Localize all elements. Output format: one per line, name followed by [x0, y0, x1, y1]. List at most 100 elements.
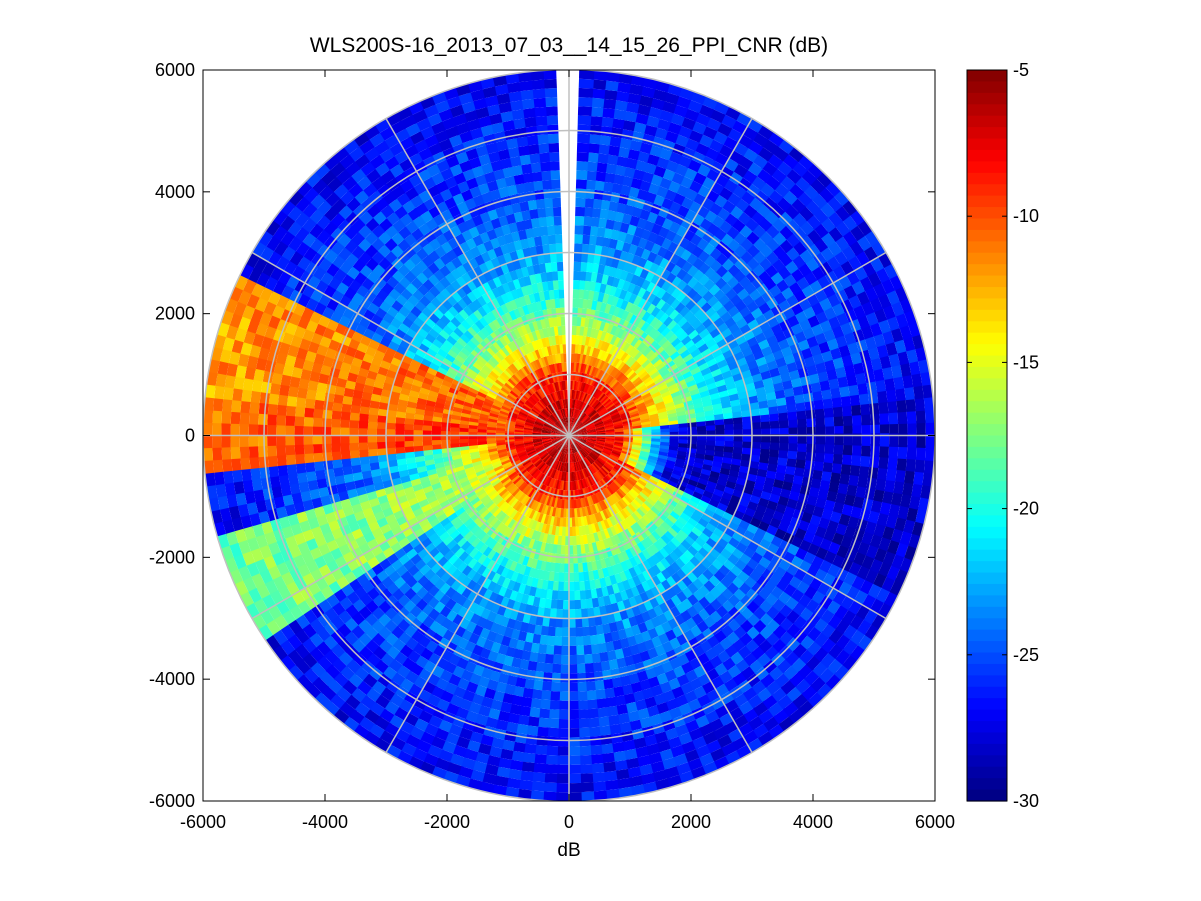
ppi-cell	[520, 315, 529, 326]
ppi-cell	[544, 385, 551, 395]
ppi-cell	[434, 508, 446, 519]
ppi-cell	[562, 418, 566, 427]
ppi-cell	[596, 329, 603, 340]
ppi-cell	[668, 308, 680, 320]
ppi-cell	[480, 533, 491, 545]
ppi-cell	[555, 441, 563, 449]
ppi-cell	[578, 391, 584, 401]
ppi-cell	[595, 358, 603, 369]
ppi-cell	[697, 361, 709, 372]
ppi-cell	[495, 295, 505, 307]
ppi-cell	[592, 377, 600, 387]
ppi-cell	[550, 433, 560, 435]
ppi-cell	[583, 446, 592, 453]
ppi-cell	[583, 478, 589, 488]
ppi-cell	[622, 421, 633, 426]
ppi-cell	[573, 563, 580, 573]
ppi-cell	[524, 443, 534, 447]
ppi-cell	[431, 357, 443, 368]
ppi-cell	[520, 483, 529, 492]
ppi-cell	[590, 464, 598, 473]
ppi-cell	[480, 327, 491, 338]
ppi-cell	[422, 435, 432, 442]
ppi-cell	[559, 409, 564, 419]
ppi-cell	[514, 438, 524, 442]
ppi-cell	[491, 562, 502, 574]
ppi-cell	[666, 346, 678, 357]
ppi-cell	[577, 427, 586, 432]
ppi-cell	[708, 362, 720, 373]
ppi-cell	[606, 517, 614, 528]
ppi-cell	[713, 352, 726, 364]
ppi-cell	[508, 310, 517, 321]
ppi-cell	[616, 522, 625, 533]
ppi-cell	[613, 370, 622, 380]
ppi-cell	[579, 412, 586, 421]
ppi-cell	[589, 475, 596, 485]
ppi-cell	[687, 383, 698, 392]
ppi-cell	[619, 570, 629, 582]
ppi-cell	[547, 487, 553, 497]
ppi-cell	[473, 333, 484, 344]
ppi-cell	[670, 336, 682, 348]
ppi-cell	[655, 550, 666, 562]
ppi-cell	[524, 475, 533, 484]
ppi-cell	[512, 361, 521, 371]
ppi-cell	[543, 346, 550, 357]
ppi-cell	[665, 378, 676, 388]
ppi-cell	[460, 347, 471, 358]
ppi-cell	[584, 364, 590, 374]
ppi-cell	[551, 428, 561, 433]
ppi-cell	[605, 343, 614, 354]
ppi-cell	[589, 485, 596, 495]
ppi-cell	[447, 472, 458, 481]
ppi-cell	[606, 537, 615, 548]
ppi-cell	[605, 387, 614, 396]
ppi-cell	[494, 379, 505, 388]
ppi-cell	[509, 409, 519, 416]
ppi-cell	[537, 483, 544, 493]
ppi-cell	[583, 354, 589, 365]
ppi-cell	[525, 446, 535, 452]
ppi-cell	[569, 572, 576, 582]
ppi-cell	[450, 427, 460, 433]
ppi-cell	[566, 398, 568, 409]
ppi-cell	[577, 438, 587, 442]
ppi-cell	[453, 462, 464, 470]
ppi-cell	[459, 424, 469, 430]
ppi-cell	[490, 407, 501, 414]
ppi-cell	[492, 353, 502, 364]
ppi-cell	[548, 458, 555, 467]
ppi-cell	[639, 491, 649, 501]
ppi-cell	[601, 450, 611, 456]
ppi-cell	[662, 489, 673, 499]
ppi-cell	[579, 413, 586, 422]
ppi-cell	[651, 517, 662, 528]
ppi-cell	[526, 448, 536, 453]
ppi-cell	[596, 481, 604, 491]
ppi-cell	[537, 348, 544, 359]
ppi-cell	[563, 508, 567, 518]
ppi-cell	[659, 368, 670, 378]
ppi-cell	[594, 378, 601, 388]
ppi-cell	[545, 420, 554, 426]
ppi-cell	[623, 396, 633, 404]
ppi-cell	[500, 408, 510, 414]
ppi-cell	[585, 442, 595, 448]
ppi-cell	[483, 398, 494, 406]
ppi-cell	[625, 400, 635, 408]
ppi-cell	[583, 393, 590, 403]
ppi-cell	[570, 417, 574, 427]
ppi-cell	[450, 499, 461, 509]
ppi-cell	[614, 359, 623, 369]
ppi-cell	[500, 567, 511, 578]
ppi-cell	[537, 401, 545, 410]
ppi-cell	[572, 453, 575, 463]
ppi-cell	[616, 386, 626, 395]
ppi-cell	[499, 501, 509, 511]
ppi-cell	[526, 449, 536, 455]
ppi-cell	[507, 413, 518, 419]
ppi-cell	[502, 478, 512, 487]
ppi-cell	[613, 446, 623, 451]
ppi-cell	[669, 441, 679, 447]
